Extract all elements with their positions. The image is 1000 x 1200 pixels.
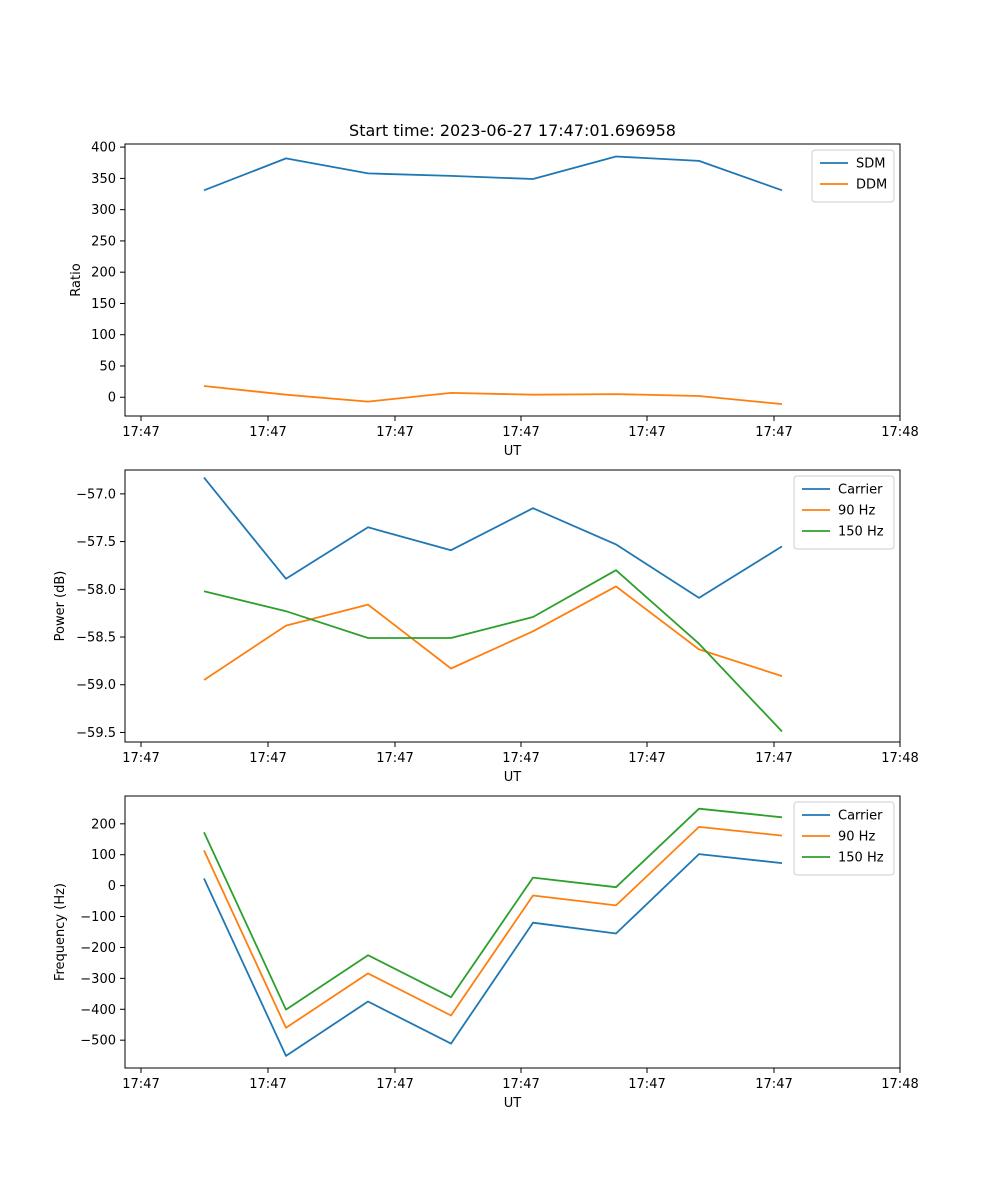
- series-line-carrier: [203, 477, 783, 599]
- y-tick-label: 0: [108, 391, 116, 406]
- x-tick-label: 17:47: [628, 751, 665, 766]
- y-axis-label: Frequency (Hz): [53, 883, 68, 981]
- y-tick-label: 100: [91, 328, 116, 343]
- axes-frame: [124, 469, 901, 743]
- x-tick-label: 17:47: [755, 751, 792, 766]
- y-tick-label: −57.5: [76, 535, 116, 550]
- y-axis-label: Power (dB): [53, 571, 68, 642]
- y-tick-label: 50: [99, 359, 116, 374]
- axes-frame: [124, 143, 901, 417]
- x-tick-label: 17:47: [628, 425, 665, 440]
- legend-entry: 90 Hz: [838, 830, 875, 845]
- x-tick-label: 17:47: [376, 751, 413, 766]
- y-tick-label: 350: [91, 172, 116, 187]
- x-tick-label: 17:48: [881, 425, 918, 440]
- x-tick-label: 17:47: [122, 751, 159, 766]
- x-tick-label: 17:47: [755, 1077, 792, 1092]
- panel-1: 17:47 17:47 17:47 17:47 17:47 17:47 17:48 0 50 10…: [69, 141, 919, 459]
- panel-3: 17:47 17:47 17:47 17:47 17:47 17:47 17:48 200 10…: [53, 795, 919, 1111]
- x-tick-label: 17:48: [881, 751, 918, 766]
- x-tick-label: 17:47: [249, 425, 286, 440]
- legend-entry: 150 Hz: [838, 851, 884, 866]
- legend-entry: Carrier: [838, 809, 883, 824]
- y-tick-label: 150: [91, 297, 116, 312]
- x-tick-label: 17:47: [628, 1077, 665, 1092]
- x-tick-label: 17:47: [249, 1077, 286, 1092]
- x-tick-label: 17:48: [881, 1077, 918, 1092]
- series-line-ddm: [203, 385, 783, 405]
- x-tick-label: 17:47: [502, 751, 539, 766]
- x-tick-label: 17:47: [122, 1077, 159, 1092]
- x-tick-label: 17:47: [249, 751, 286, 766]
- y-tick-label: −200: [80, 941, 116, 956]
- y-tick-label: −57.0: [76, 487, 116, 502]
- series-line-90-hz: [203, 585, 783, 681]
- x-axis-label: UT: [504, 770, 522, 785]
- y-tick-label: −300: [80, 972, 116, 987]
- series-line-150-hz: [203, 807, 783, 1011]
- y-tick-label: −58.5: [76, 631, 116, 646]
- x-tick-label: 17:47: [376, 425, 413, 440]
- panel-2: 17:47 17:47 17:47 17:47 17:47 17:47 17:48 −57.0…: [53, 469, 919, 785]
- x-tick-label: 17:47: [122, 425, 159, 440]
- y-tick-label: 200: [91, 817, 116, 832]
- series-line-150-hz: [203, 569, 783, 733]
- y-tick-label: 400: [91, 141, 116, 156]
- y-tick-label: −400: [80, 1003, 116, 1018]
- y-tick-label: 300: [91, 203, 116, 218]
- x-tick-label: 17:47: [502, 425, 539, 440]
- panels: 17:47 17:47 17:47 17:47 17:47 17:47 17:48 0 50 10…: [53, 141, 919, 1111]
- y-tick-label: 200: [91, 266, 116, 281]
- x-axis-label: UT: [504, 1096, 522, 1111]
- series-line-90-hz: [203, 826, 783, 1029]
- y-tick-label: −59.5: [76, 726, 116, 741]
- legend-entry: 90 Hz: [838, 504, 875, 519]
- y-tick-label: 0: [108, 879, 116, 894]
- legend-entry: Carrier: [838, 483, 883, 498]
- y-axis-label: Ratio: [69, 263, 84, 296]
- y-tick-label: 250: [91, 234, 116, 249]
- y-tick-label: −100: [80, 910, 116, 925]
- x-tick-label: 17:47: [376, 1077, 413, 1092]
- legend-entry: 150 Hz: [838, 525, 884, 540]
- chart-title: Start time: 2023-06-27 17:47:01.696958: [349, 121, 676, 140]
- series-line-carrier: [203, 853, 783, 1057]
- y-tick-label: 100: [91, 848, 116, 863]
- x-axis-label: UT: [504, 444, 522, 459]
- x-tick-label: 17:47: [755, 425, 792, 440]
- axes-frame: [124, 795, 901, 1069]
- series-line-sdm: [203, 155, 783, 192]
- x-tick-label: 17:47: [502, 1077, 539, 1092]
- y-tick-label: −500: [80, 1034, 116, 1049]
- y-tick-label: −59.0: [76, 678, 116, 693]
- legend-entry: DDM: [856, 178, 887, 193]
- legend-entry: SDM: [856, 157, 885, 172]
- y-tick-label: −58.0: [76, 583, 116, 598]
